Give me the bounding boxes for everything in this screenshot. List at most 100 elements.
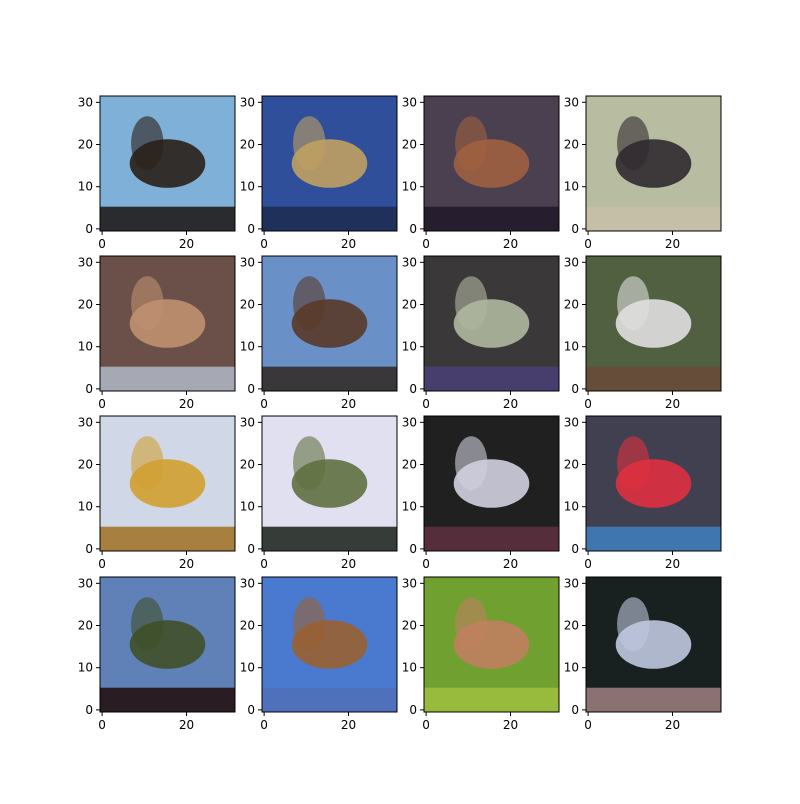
axes-frame <box>423 576 560 713</box>
x-tick-label: 20 <box>341 557 356 571</box>
y-tick-label: 30 <box>564 576 579 590</box>
y-tick-label: 20 <box>402 619 417 633</box>
y-tick-label: 0 <box>409 542 417 556</box>
y-tick-label: 20 <box>240 138 255 152</box>
y-tick-label: 30 <box>240 255 255 269</box>
axes-frame <box>585 576 722 713</box>
y-tick-label: 20 <box>402 458 417 472</box>
image <box>424 96 559 231</box>
x-tick-label: 20 <box>179 718 194 732</box>
subplot: 0 20 0 10 20 30 <box>78 255 236 411</box>
image-detail <box>617 116 650 171</box>
x-tick-label: 20 <box>665 718 680 732</box>
x-tick-label: 20 <box>665 557 680 571</box>
y-tick-label: 10 <box>78 180 93 194</box>
y-tick-label: 20 <box>402 138 417 152</box>
x-tick-label: 0 <box>584 397 592 411</box>
image-detail <box>617 597 650 652</box>
image-detail <box>455 597 488 652</box>
image-detail <box>617 276 650 331</box>
image <box>100 577 235 712</box>
image-band <box>586 206 721 231</box>
image-detail <box>293 436 326 491</box>
image-band <box>262 687 397 712</box>
image-detail <box>293 597 326 652</box>
y-tick-label: 10 <box>402 180 417 194</box>
x-tick-label: 0 <box>98 237 106 251</box>
axes-frame <box>99 415 236 552</box>
subplot: 0 20 0 10 20 30 <box>78 95 236 251</box>
axes-frame <box>99 576 236 713</box>
subplot: 0 20 0 10 20 30 <box>78 576 236 732</box>
x-tick-label: 0 <box>422 397 430 411</box>
y-tick-label: 20 <box>564 138 579 152</box>
axes-frame <box>261 95 398 232</box>
x-tick-label: 20 <box>503 718 518 732</box>
y-tick-label: 0 <box>85 222 93 236</box>
y-tick-label: 20 <box>78 298 93 312</box>
image-band <box>100 526 235 551</box>
y-tick-label: 30 <box>78 95 93 109</box>
y-tick-label: 10 <box>240 180 255 194</box>
subplot: 0 20 0 10 20 30 <box>240 415 398 571</box>
x-tick-label: 0 <box>260 718 268 732</box>
axes-frame <box>585 415 722 552</box>
image-band <box>262 366 397 391</box>
x-tick-label: 20 <box>341 237 356 251</box>
y-tick-label: 0 <box>247 542 255 556</box>
x-tick-label: 0 <box>260 237 268 251</box>
image-band <box>100 687 235 712</box>
y-tick-label: 10 <box>240 500 255 514</box>
subplot: 0 20 0 10 20 30 <box>240 95 398 251</box>
y-tick-label: 0 <box>571 703 579 717</box>
image-band <box>586 366 721 391</box>
axes-frame <box>261 415 398 552</box>
subplot: 0 20 0 10 20 30 <box>78 415 236 571</box>
image-detail <box>617 436 650 491</box>
y-tick-label: 0 <box>247 703 255 717</box>
y-tick-label: 20 <box>564 298 579 312</box>
image-band <box>424 687 559 712</box>
x-tick-label: 0 <box>584 718 592 732</box>
y-tick-label: 0 <box>409 703 417 717</box>
y-tick-label: 20 <box>78 619 93 633</box>
y-tick-label: 10 <box>78 500 93 514</box>
image <box>100 416 235 551</box>
y-tick-label: 0 <box>85 703 93 717</box>
y-tick-label: 30 <box>402 95 417 109</box>
image <box>586 256 721 391</box>
y-tick-label: 10 <box>564 661 579 675</box>
image <box>586 96 721 231</box>
image-detail <box>455 276 488 331</box>
x-tick-label: 0 <box>584 237 592 251</box>
y-tick-label: 10 <box>564 500 579 514</box>
y-tick-label: 0 <box>85 382 93 396</box>
image-band <box>424 206 559 231</box>
x-tick-label: 0 <box>584 557 592 571</box>
image-detail <box>131 597 164 652</box>
y-tick-label: 10 <box>402 500 417 514</box>
image-detail <box>131 116 164 171</box>
y-tick-label: 0 <box>85 542 93 556</box>
x-tick-label: 0 <box>98 718 106 732</box>
y-tick-label: 30 <box>240 95 255 109</box>
y-tick-label: 10 <box>78 340 93 354</box>
image-band <box>262 526 397 551</box>
image-detail <box>455 116 488 171</box>
subplot: 0 20 0 10 20 30 <box>402 255 560 411</box>
image-band <box>424 526 559 551</box>
x-tick-label: 20 <box>665 237 680 251</box>
subplot: 0 20 0 10 20 30 <box>402 415 560 571</box>
subplot: 0 20 0 10 20 30 <box>564 415 722 571</box>
y-tick-label: 20 <box>402 298 417 312</box>
y-tick-label: 30 <box>240 576 255 590</box>
y-tick-label: 20 <box>78 138 93 152</box>
y-tick-label: 0 <box>571 222 579 236</box>
image <box>262 96 397 231</box>
y-tick-label: 20 <box>240 619 255 633</box>
y-tick-label: 0 <box>409 222 417 236</box>
x-tick-label: 0 <box>260 557 268 571</box>
axes-frame <box>99 255 236 392</box>
image-band <box>100 366 235 391</box>
y-tick-label: 30 <box>402 255 417 269</box>
